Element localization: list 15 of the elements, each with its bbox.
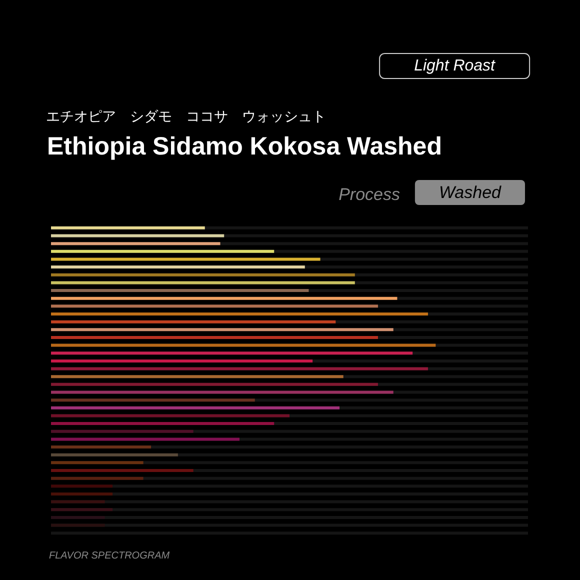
bar [51, 508, 113, 512]
bar [51, 461, 144, 464]
text: Washed [438, 183, 502, 202]
text: Light Roast [414, 58, 496, 74]
text: Process [338, 185, 400, 204]
chart-subtitle: エチオピア シダモ ココサ ウォッシュト [46, 108, 326, 124]
bar [51, 500, 105, 504]
bar [51, 516, 105, 519]
text: FLAVOR SPECTROGRAM [49, 550, 170, 562]
bar [51, 492, 113, 496]
bar [51, 476, 144, 480]
bar [51, 484, 113, 488]
bar [51, 446, 152, 449]
bar [51, 524, 105, 527]
chart-title: Ethiopia Sidamo Kokosa Washed [47, 132, 442, 160]
